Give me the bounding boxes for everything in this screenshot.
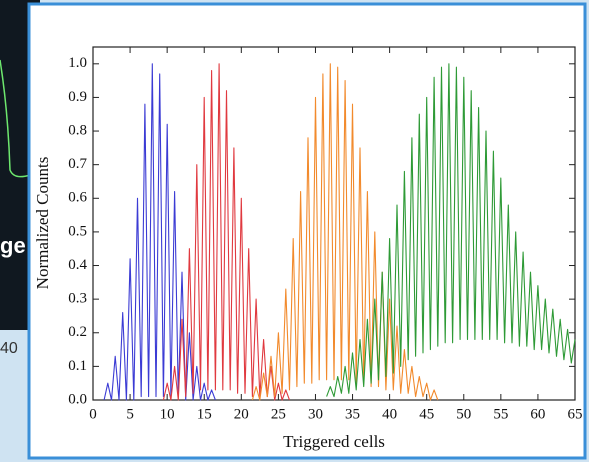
x-tick-label: 5 bbox=[126, 406, 134, 422]
y-tick-label: 0.8 bbox=[68, 122, 87, 138]
x-tick-label: 45 bbox=[419, 406, 434, 422]
y-tick-label: 0.2 bbox=[68, 324, 87, 340]
x-tick-label: 50 bbox=[456, 406, 471, 422]
x-tick-label: 40 bbox=[382, 406, 397, 422]
background-label: ge bbox=[0, 233, 26, 258]
x-tick-label: 0 bbox=[89, 406, 97, 422]
x-tick-label: 15 bbox=[197, 406, 212, 422]
x-tick-label: 55 bbox=[493, 406, 508, 422]
series-line bbox=[326, 63, 576, 398]
series-line bbox=[103, 63, 216, 401]
y-axis-label: Normalized Counts bbox=[33, 157, 52, 290]
x-tick-label: 35 bbox=[345, 406, 360, 422]
background-curve bbox=[0, 59, 41, 178]
x-tick-label: 20 bbox=[234, 406, 249, 422]
x-tick-label: 65 bbox=[568, 406, 583, 422]
y-tick-label: 0.5 bbox=[68, 223, 87, 239]
x-tick-label: 10 bbox=[160, 406, 175, 422]
y-tick-label: 0.3 bbox=[68, 291, 87, 307]
y-tick-label: 0.9 bbox=[68, 89, 87, 105]
x-tick-label: 30 bbox=[308, 406, 323, 422]
y-tick-label: 0.0 bbox=[68, 391, 87, 407]
y-tick-label: 0.6 bbox=[68, 190, 87, 206]
plot-frame bbox=[92, 46, 576, 401]
background-label: 40 bbox=[0, 340, 18, 357]
y-tick-label: 1.0 bbox=[68, 55, 87, 71]
y-tick-label: 0.7 bbox=[68, 156, 87, 172]
x-tick-label: 60 bbox=[530, 406, 545, 422]
x-tick-label: 25 bbox=[271, 406, 286, 422]
y-tick-label: 0.4 bbox=[68, 257, 87, 273]
y-tick-label: 0.1 bbox=[68, 358, 87, 374]
series-line bbox=[251, 63, 439, 401]
x-axis-label: Triggered cells bbox=[283, 432, 385, 451]
